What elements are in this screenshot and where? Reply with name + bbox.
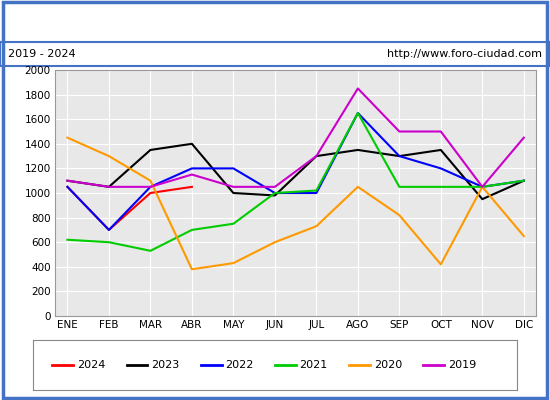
Text: 2024: 2024 [77, 360, 105, 370]
Text: 2022: 2022 [226, 360, 254, 370]
Text: 2023: 2023 [151, 360, 179, 370]
Text: Evolucion Nº Turistas Nacionales en el municipio de Los Santos de Maimona: Evolucion Nº Turistas Nacionales en el m… [31, 14, 519, 28]
Text: 2020: 2020 [373, 360, 402, 370]
Text: 2021: 2021 [300, 360, 328, 370]
Text: http://www.foro-ciudad.com: http://www.foro-ciudad.com [387, 49, 542, 59]
Text: 2019 - 2024: 2019 - 2024 [8, 49, 76, 59]
Text: 2019: 2019 [448, 360, 476, 370]
